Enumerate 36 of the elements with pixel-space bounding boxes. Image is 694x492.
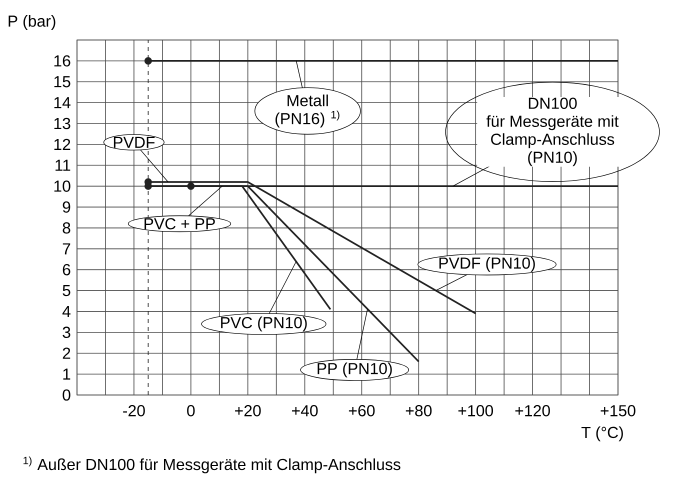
y-tick-label: 5 — [62, 285, 70, 296]
y-tick-label: 13 — [54, 118, 70, 130]
y-tick-label: 6 — [62, 264, 70, 276]
y-tick-label: 2 — [62, 348, 70, 359]
y-tick-label: 3 — [62, 326, 70, 338]
x-tick-label: 0 — [187, 405, 195, 416]
x-tick-label: +60 — [348, 405, 375, 416]
y-tick-label: 12 — [54, 138, 70, 150]
y-tick-label: 7 — [62, 243, 70, 254]
y-tick-label: 4 — [62, 306, 70, 317]
y-tick-label: 9 — [62, 201, 70, 213]
x-axis-title: T (°C) — [581, 426, 623, 442]
annotation: PVC (PN10) — [221, 316, 307, 332]
y-axis-title: P (bar) — [8, 15, 56, 30]
annotation: Metall (PN16) $^{1)}$ — [276, 94, 340, 128]
annotation: DN100 für Messgeräte mit Clamp-Anschluss (PN10) — [486, 98, 619, 166]
y-tick-label: 0 — [62, 389, 70, 401]
x-tick-label: +20 — [235, 405, 261, 416]
y-tick-label: 16 — [54, 55, 70, 67]
x-tick-label: +40 — [292, 405, 318, 416]
x-tick-label: -20 — [123, 405, 145, 416]
x-tick-label: +80 — [406, 405, 432, 416]
annotation: PVDF (PN10) — [439, 257, 535, 272]
x-tick-label: +120 — [515, 405, 550, 416]
y-tick-label: 1 — [63, 368, 70, 380]
y-tick-label: 10 — [54, 180, 70, 192]
x-tick-label: +100 — [458, 405, 494, 416]
text: $^{1)}$ Außer DN100 für Messgeräte mit Clamp-Anschluss — [24, 456, 400, 474]
y-tick-label: 11 — [56, 160, 70, 171]
annotation: PP (PN10) — [318, 362, 392, 378]
y-tick-label: 8 — [62, 222, 70, 234]
annotation: PVC + PP — [144, 218, 215, 230]
x-tick-label: +150 — [600, 405, 636, 416]
annotation: PVDF — [114, 136, 155, 148]
y-tick-label: 15 — [54, 76, 70, 88]
y-tick-label: 14 — [54, 97, 70, 108]
